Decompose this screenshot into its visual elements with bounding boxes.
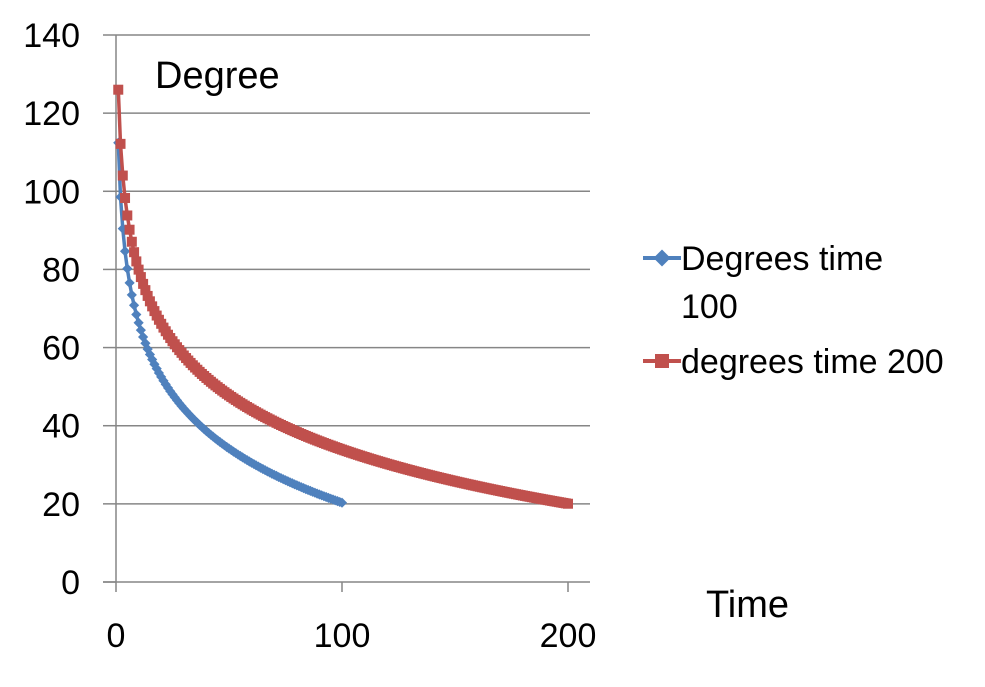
- legend-label-series-2: degrees time 200: [681, 343, 944, 381]
- y-tick-label-5: 100: [23, 173, 80, 211]
- y-tick-label-3: 60: [42, 330, 80, 368]
- series-1-point-3: [119, 246, 131, 257]
- axes: [103, 34, 590, 592]
- x-axis-label: Time: [706, 584, 789, 626]
- legend: Degrees time 100 degrees time 200: [643, 240, 944, 381]
- legend-marker-series-1: [653, 249, 671, 267]
- x-tick-label-1: 100: [314, 617, 371, 655]
- series-2-point-1: [115, 138, 126, 149]
- y-axis-label: Degree: [155, 55, 280, 97]
- series-2-point-10: [135, 272, 146, 283]
- series-layer: [113, 84, 573, 509]
- y-tick-label-0: 0: [61, 564, 80, 602]
- y-tick-label-6: 120: [23, 95, 80, 133]
- y-tick-label-1: 20: [42, 486, 80, 524]
- legend-label-series-1-line2: 100: [681, 288, 738, 326]
- x-tick-label-2: 200: [540, 617, 597, 655]
- series-2-point-9: [133, 264, 144, 275]
- series-1-point-8: [131, 309, 142, 320]
- x-tick-label-0: 0: [107, 617, 126, 655]
- series-1-point-9: [133, 317, 144, 328]
- legend-entry-series-2: degrees time 200: [643, 343, 944, 381]
- gridlines: [116, 34, 590, 505]
- series-2-point-3: [120, 193, 131, 204]
- y-tick-label-4: 80: [42, 251, 80, 289]
- y-tick-label-7: 140: [23, 17, 80, 55]
- y-tick-labels: 0 20 40 60 80 100 120 140: [23, 17, 80, 602]
- series-2-point-199: [563, 498, 573, 509]
- series-2-point-2: [117, 170, 128, 181]
- y-tick-label-2: 40: [42, 408, 80, 446]
- series-2-point-12: [140, 285, 151, 296]
- series-2-point-11: [138, 278, 149, 289]
- series-1: [113, 137, 348, 508]
- legend-label-series-1-line1: Degrees time: [681, 240, 883, 278]
- x-tick-labels: 0 100 200: [107, 617, 597, 655]
- series-2-point-7: [129, 247, 140, 258]
- series-1-point-6: [126, 289, 137, 301]
- series-2-line: [116, 89, 569, 506]
- series-2-point-13: [142, 290, 153, 301]
- series-2: [113, 84, 573, 509]
- series-1-point-99: [336, 497, 348, 508]
- series-2-point-6: [126, 236, 137, 247]
- series-2-point-0: [113, 84, 124, 95]
- series-1-point-5: [124, 277, 135, 288]
- series-2-point-4: [122, 210, 133, 221]
- series-2-point-14: [144, 296, 155, 307]
- series-1-point-4: [122, 263, 133, 274]
- series-1-point-7: [128, 300, 140, 311]
- legend-marker-series-2: [655, 354, 669, 368]
- legend-entry-series-1: Degrees time 100: [643, 240, 883, 326]
- series-2-point-5: [124, 224, 135, 235]
- series-2-point-8: [131, 256, 142, 267]
